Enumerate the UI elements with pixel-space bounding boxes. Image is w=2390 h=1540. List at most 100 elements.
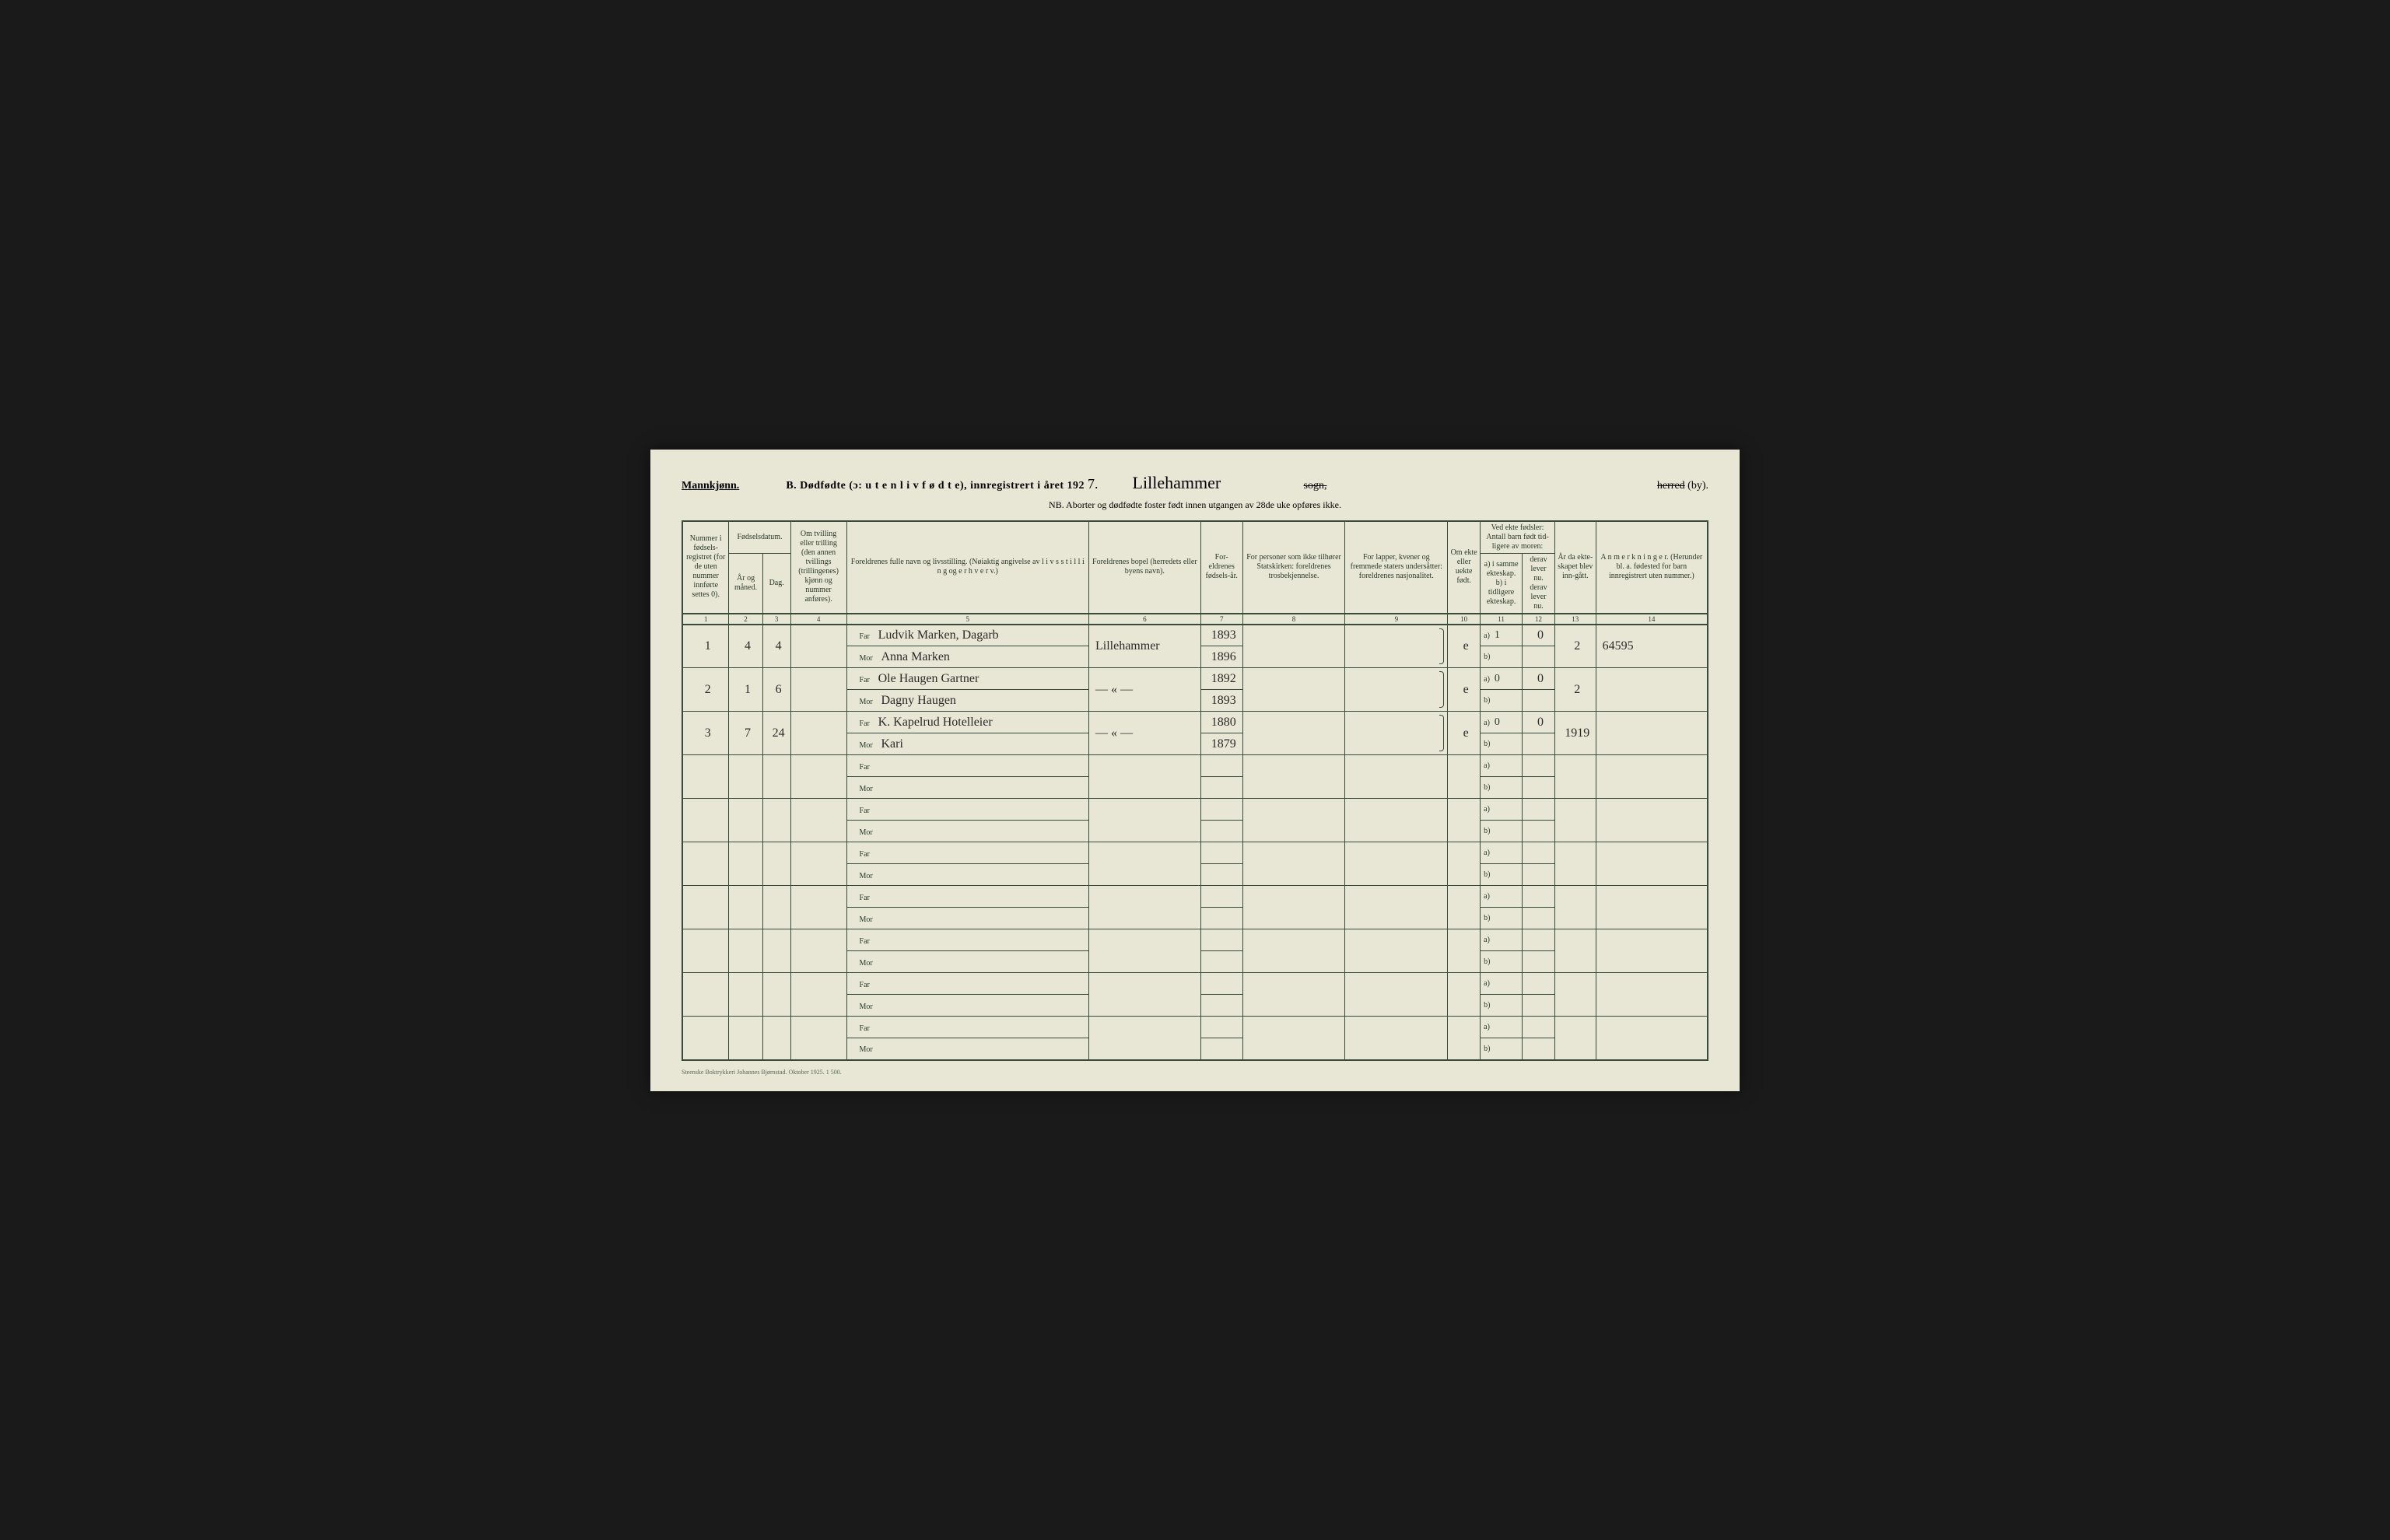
legitimate: e (1448, 712, 1481, 755)
day (762, 973, 790, 1017)
table-body: 144Far Ludvik Marken, DagarbLillehammer1… (682, 625, 1708, 1060)
col-5-header: Foreldrenes fulle navn og livsstilling. … (846, 521, 1088, 614)
religion-cell (1242, 929, 1345, 973)
col12-a (1523, 1017, 1555, 1038)
col12-b (1523, 690, 1555, 712)
entry-number (682, 799, 729, 842)
entry-number: 1 (682, 625, 729, 668)
col11-a: a) (1481, 799, 1523, 821)
twin-cell (790, 712, 846, 755)
col12-a (1523, 755, 1555, 777)
father-cell: Far (846, 886, 1088, 908)
col12-a: 0 (1523, 668, 1555, 690)
day: 24 (762, 712, 790, 755)
mother-cell: Mor (846, 777, 1088, 799)
col-1-header: Nummer i fødsels-registret (for de uten … (682, 521, 729, 614)
marriage-year (1554, 799, 1596, 842)
col12-a (1523, 973, 1555, 995)
col-14-header: A n m e r k n i n g e r. (Herunder bl. a… (1596, 521, 1708, 614)
marriage-year (1554, 842, 1596, 886)
religion-cell (1242, 1017, 1345, 1060)
day: 6 (762, 668, 790, 712)
entry-number (682, 929, 729, 973)
legitimate (1448, 929, 1481, 973)
marriage-year (1554, 1017, 1596, 1060)
marriage-year (1554, 973, 1596, 1017)
parish-handwritten: Lillehammer (1133, 473, 1288, 493)
col-2-header: År og måned. (729, 553, 762, 614)
remarks (1596, 929, 1708, 973)
page-header: Mannkjønn. B. Dødfødte (ɔ: u t e n l i v… (682, 473, 1708, 493)
col-13-header: År da ekte-skapet blev inn-gått. (1554, 521, 1596, 614)
col11-a: a) (1481, 973, 1523, 995)
entry-number (682, 755, 729, 799)
sogn-struck: sogn, (1304, 480, 1327, 492)
remarks: 64595 (1596, 625, 1708, 668)
religion-cell (1242, 625, 1345, 668)
remarks (1596, 712, 1708, 755)
col11-b: b) (1481, 690, 1523, 712)
residence: — « — (1088, 712, 1200, 755)
table-header: Nummer i fødsels-registret (for de uten … (682, 521, 1708, 625)
col12-a (1523, 929, 1555, 951)
col12-b (1523, 908, 1555, 929)
mother-year: 1896 (1200, 646, 1242, 668)
col11-b: b) (1481, 821, 1523, 842)
residence (1088, 842, 1200, 886)
mother-cell: Mor (846, 864, 1088, 886)
remarks (1596, 799, 1708, 842)
nationality-cell (1345, 973, 1448, 1017)
day (762, 842, 790, 886)
col-11-12-group: Ved ekte fødsler: Antall barn født tid-l… (1481, 521, 1555, 554)
col-9-header: For lapper, kvener og fremmede staters u… (1345, 521, 1448, 614)
father-year (1200, 1017, 1242, 1038)
mother-year: 1879 (1200, 733, 1242, 755)
month: 1 (729, 668, 762, 712)
father-cell: Far Ludvik Marken, Dagarb (846, 625, 1088, 646)
nationality-cell (1345, 625, 1448, 668)
nb-note: NB. Aborter og dødfødte foster født inne… (682, 499, 1708, 511)
mother-year (1200, 1038, 1242, 1060)
remarks (1596, 755, 1708, 799)
month (729, 973, 762, 1017)
month (729, 929, 762, 973)
residence (1088, 1017, 1200, 1060)
col12-b (1523, 1038, 1555, 1060)
father-cell: Far (846, 799, 1088, 821)
legitimate (1448, 799, 1481, 842)
day (762, 886, 790, 929)
twin-cell (790, 799, 846, 842)
col12-b (1523, 951, 1555, 973)
col12-b (1523, 733, 1555, 755)
day (762, 799, 790, 842)
col11-a: a) (1481, 929, 1523, 951)
herred-by: herred (by). (1657, 480, 1708, 492)
religion-cell (1242, 799, 1345, 842)
twin-cell (790, 886, 846, 929)
mother-year (1200, 995, 1242, 1017)
marriage-year: 2 (1554, 668, 1596, 712)
month: 4 (729, 625, 762, 668)
legitimate (1448, 1017, 1481, 1060)
nationality-cell (1345, 886, 1448, 929)
mother-year (1200, 777, 1242, 799)
entry-number (682, 842, 729, 886)
col11-b: b) (1481, 777, 1523, 799)
nationality-cell (1345, 755, 1448, 799)
mother-cell: Mor (846, 1038, 1088, 1060)
marriage-year (1554, 929, 1596, 973)
mother-year: 1893 (1200, 690, 1242, 712)
mother-cell: Mor (846, 821, 1088, 842)
day (762, 929, 790, 973)
nationality-cell (1345, 1017, 1448, 1060)
entry-number (682, 886, 729, 929)
residence (1088, 929, 1200, 973)
father-year (1200, 842, 1242, 864)
col-2-3-group: Fødselsdatum. (729, 521, 790, 554)
residence: — « — (1088, 668, 1200, 712)
father-cell: Far (846, 929, 1088, 951)
col12-a: 0 (1523, 625, 1555, 646)
col-3-header: Dag. (762, 553, 790, 614)
printer-footer: Steenske Boktrykkeri Johannes Bjørnstad.… (682, 1069, 1708, 1076)
col12-b (1523, 821, 1555, 842)
